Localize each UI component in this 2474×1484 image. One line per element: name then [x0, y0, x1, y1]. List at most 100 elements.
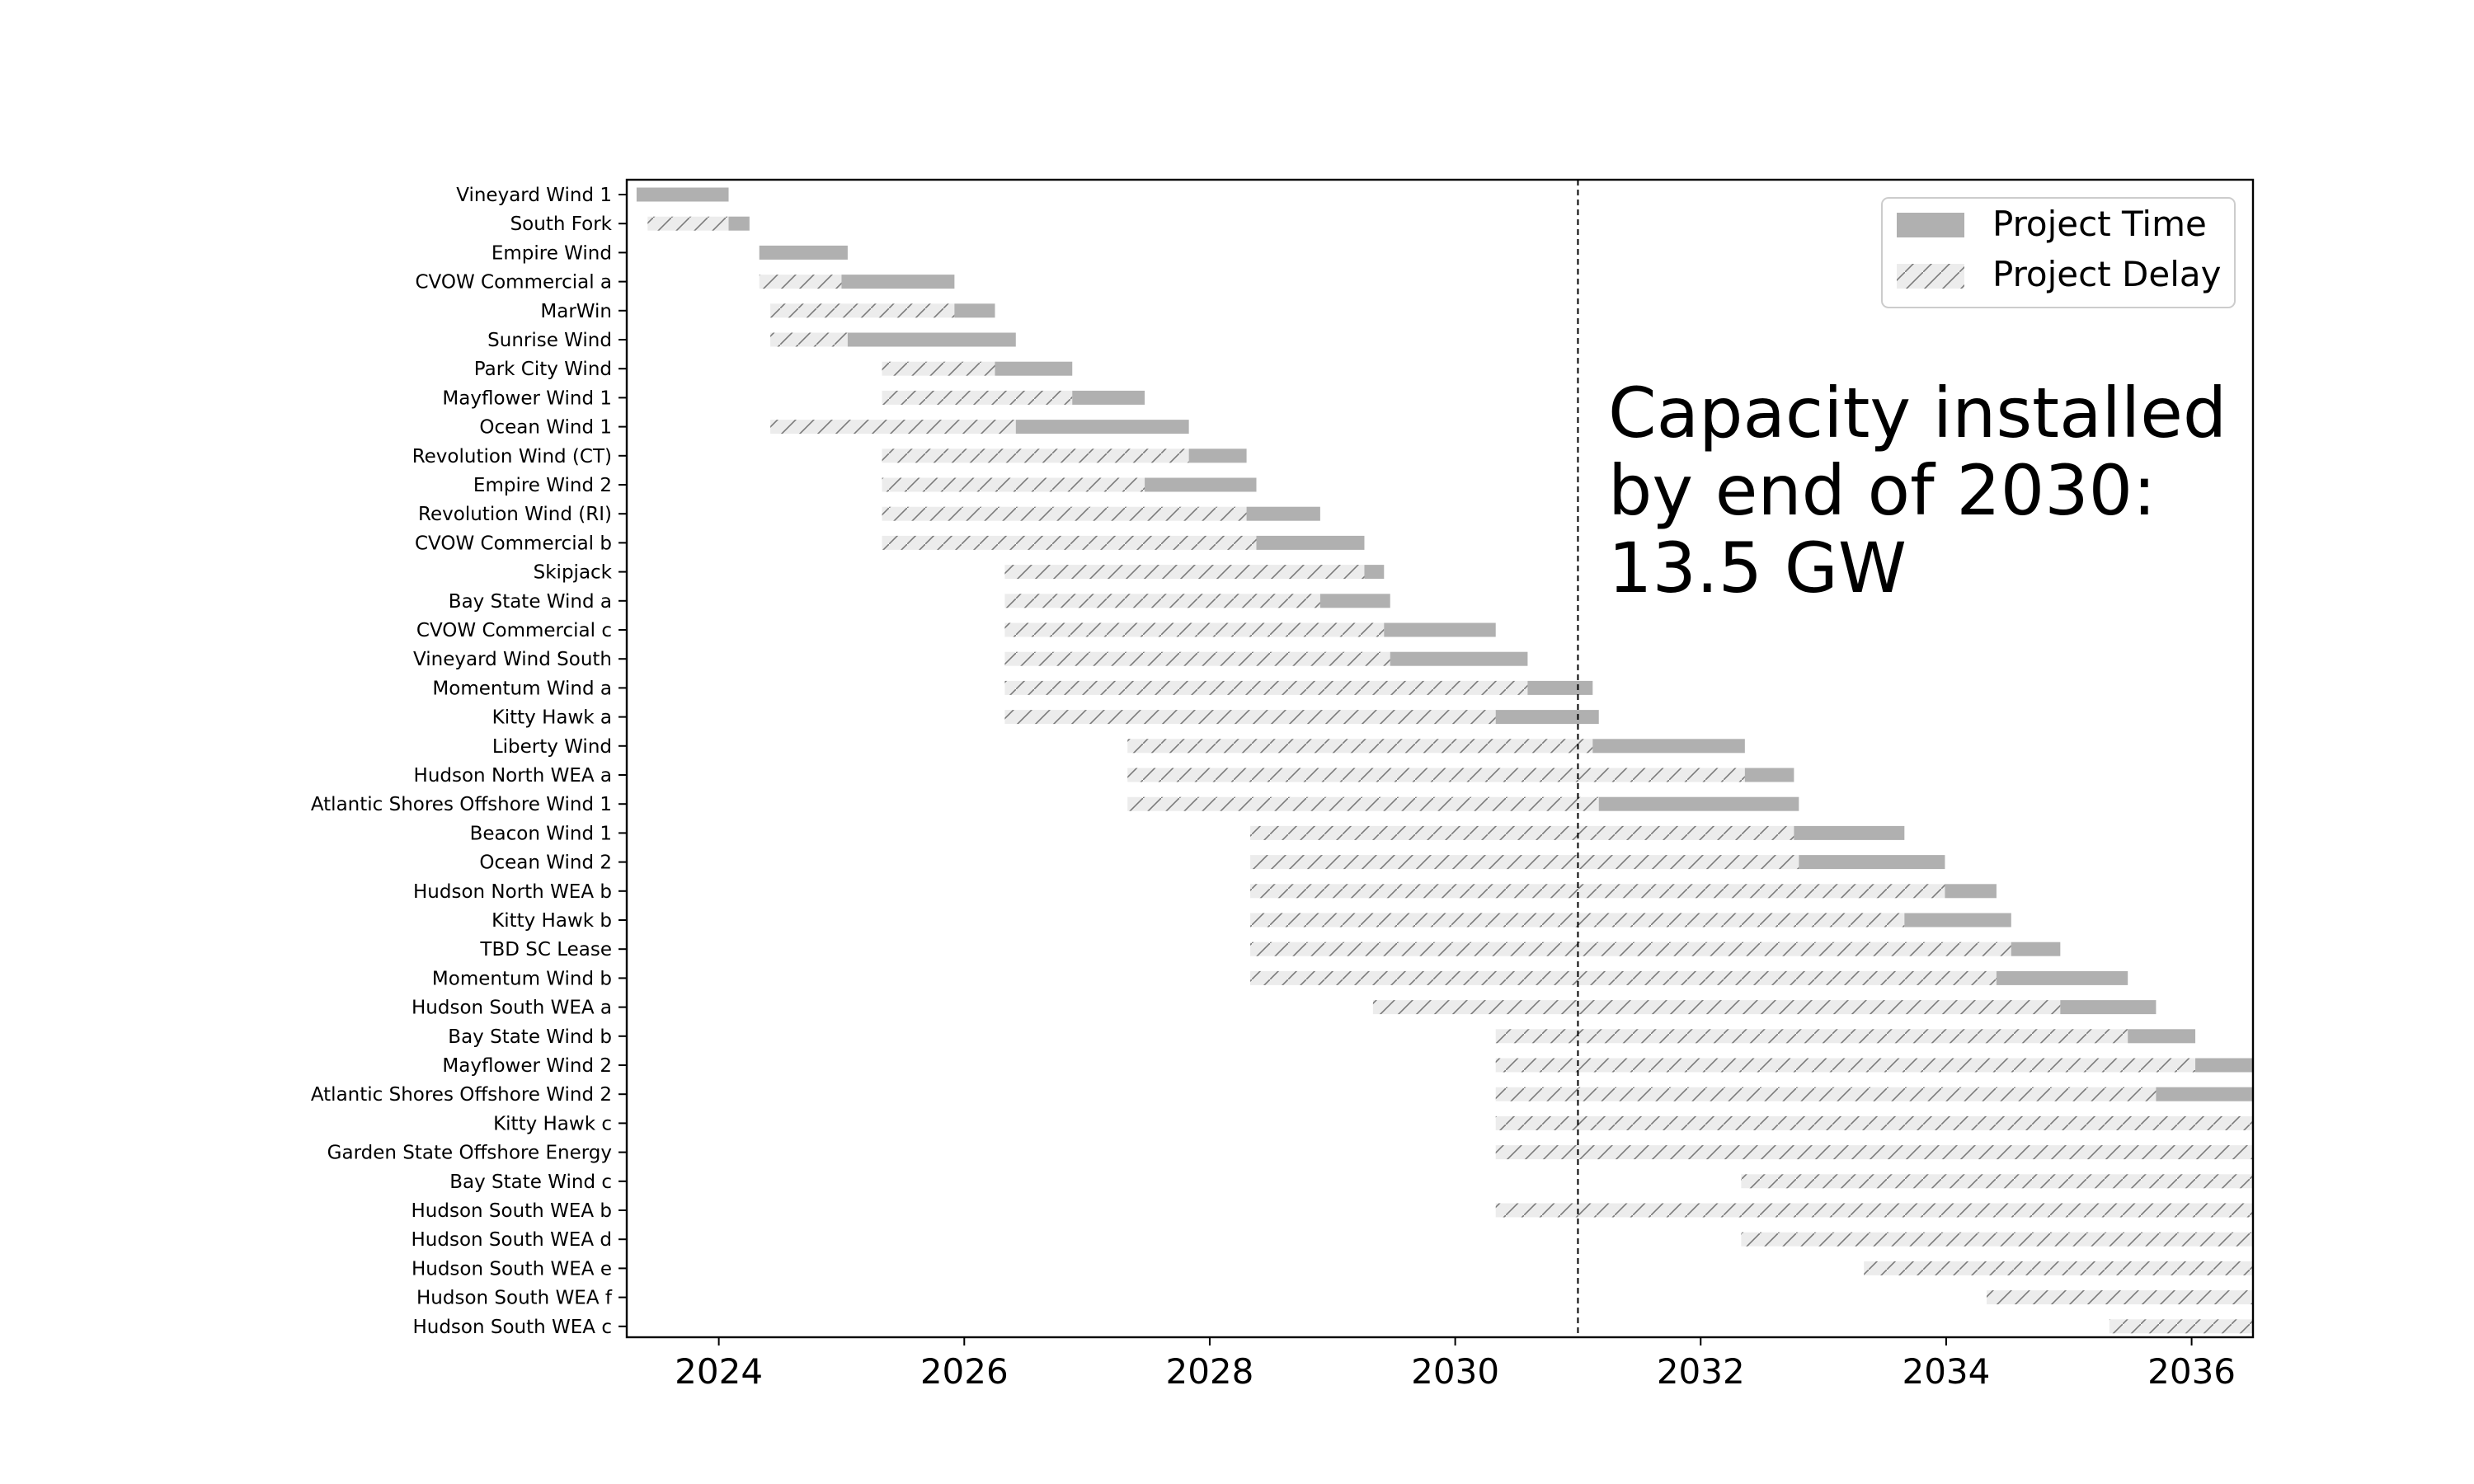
delay-bar-atlantic-shores-offshore-wind-1	[1127, 796, 1599, 811]
y-tick-label: Vineyard Wind 1	[456, 185, 612, 206]
delay-bar-kitty-hawk-b	[1250, 913, 1905, 928]
delay-bar-cvow-commercial-c	[1004, 622, 1385, 637]
y-tick-label: CVOW Commercial b	[415, 533, 612, 554]
delay-bar-mayflower-wind-1	[882, 390, 1073, 405]
delay-bar-beacon-wind-1	[1250, 825, 1794, 840]
time-bar-liberty-wind	[1592, 739, 1745, 754]
delay-bar-sunrise-wind	[770, 332, 848, 347]
x-tick-label: 2034	[1902, 1351, 1990, 1392]
delay-bar-momentum-wind-b	[1250, 970, 1997, 985]
y-tick-label: Ocean Wind 2	[479, 852, 612, 874]
y-tick-label: Hudson South WEA f	[416, 1288, 613, 1309]
y-tick-label: South Fork	[510, 214, 613, 235]
y-tick-label: Hudson South WEA d	[412, 1229, 613, 1251]
y-tick-label: Park City Wind	[474, 359, 612, 380]
time-bar-bay-state-wind-a	[1319, 594, 1390, 608]
time-bar-vineyard-wind-1	[636, 187, 729, 202]
y-tick-label: Hudson South WEA e	[412, 1258, 612, 1280]
y-tick-label: Momentum Wind b	[432, 968, 612, 989]
delay-bar-bay-state-wind-c	[1741, 1174, 2253, 1189]
delay-bar-mayflower-wind-2	[1495, 1058, 2196, 1073]
y-tick-label: Hudson South WEA b	[412, 1200, 613, 1222]
y-tick-label: Skipjack	[534, 562, 613, 584]
y-tick-label: Empire Wind 2	[473, 475, 612, 496]
x-tick-label: 2026	[920, 1351, 1009, 1392]
delay-bar-revolution-wind-ri	[882, 506, 1247, 521]
y-tick-label: CVOW Commercial a	[415, 272, 612, 294]
time-bar-momentum-wind-b	[1996, 970, 2128, 985]
time-bar-revolution-wind-ri	[1246, 506, 1320, 521]
annotation-line-2: by end of 2030:	[1608, 450, 2156, 531]
delay-bar-hudson-south-wea-a	[1372, 1000, 2061, 1015]
time-bar-hudson-north-wea-a	[1744, 768, 1794, 782]
delay-bar-garden-state-offshore-energy	[1495, 1145, 2253, 1160]
delay-bar-ocean-wind-1	[770, 420, 1016, 434]
x-tick-label: 2032	[1657, 1351, 1745, 1392]
y-tick-label: TBD SC Lease	[479, 939, 612, 960]
legend-box	[1881, 197, 2236, 308]
time-bar-revolution-wind-ct	[1188, 448, 1247, 463]
delay-bar-hudson-south-wea-c	[2109, 1319, 2253, 1334]
delay-bar-revolution-wind-ct	[882, 448, 1189, 463]
delay-bar-hudson-north-wea-a	[1127, 768, 1745, 782]
delay-bar-cvow-commercial-b	[882, 535, 1257, 550]
time-bar-tbd-sc-lease	[2011, 942, 2061, 956]
y-tick-label: Liberty Wind	[492, 736, 612, 758]
delay-bar-vineyard-wind-south	[1004, 651, 1390, 666]
y-tick-label: Kitty Hawk b	[492, 910, 612, 932]
x-tick-label: 2024	[675, 1351, 763, 1392]
y-tick-label: Bay State Wind a	[449, 591, 612, 613]
delay-bar-cvow-commercial-a	[759, 275, 842, 289]
annotation-line-3: 13.5 GW	[1608, 528, 1907, 608]
delay-bar-bay-state-wind-a	[1004, 594, 1320, 608]
y-tick-label: Atlantic Shores Offshore Wind 1	[311, 794, 612, 815]
delay-bar-momentum-wind-a	[1004, 680, 1528, 695]
delay-bar-hudson-south-wea-b	[1495, 1203, 2253, 1218]
delay-bar-skipjack	[1004, 565, 1365, 580]
bars-layer	[636, 187, 2253, 1334]
time-bar-park-city-wind	[995, 361, 1073, 376]
time-bar-kitty-hawk-b	[1904, 913, 2011, 928]
legend-label-delay: Project Delay	[1992, 254, 2222, 294]
y-axis: Vineyard Wind 1 South Fork Empire Wind CVOW…	[311, 185, 627, 1338]
annotation-line-1: Capacity installed	[1608, 373, 2227, 453]
y-tick-label: CVOW Commercial c	[416, 620, 612, 641]
y-tick-label: Mayflower Wind 2	[442, 1055, 612, 1077]
time-bar-cvow-commercial-a	[841, 275, 955, 289]
time-bar-bay-state-wind-b	[2128, 1029, 2196, 1044]
time-bar-ocean-wind-1	[1015, 420, 1189, 434]
time-bar-vineyard-wind-south	[1390, 651, 1528, 666]
legend-swatch-delay	[1897, 264, 1964, 289]
time-bar-cvow-commercial-b	[1256, 535, 1365, 550]
legend: Project Time Project Delay	[1881, 197, 2236, 308]
y-tick-label: Hudson South WEA a	[412, 998, 612, 1019]
delay-bar-park-city-wind	[882, 361, 995, 376]
y-tick-label: Beacon Wind 1	[470, 823, 612, 844]
y-tick-label: Bay State Wind c	[449, 1172, 612, 1193]
y-tick-label: Mayflower Wind 1	[442, 387, 612, 409]
time-bar-hudson-south-wea-a	[2060, 1000, 2157, 1015]
y-tick-label: Empire Wind	[492, 242, 612, 264]
plot-frame	[625, 178, 2255, 1339]
y-tick-label: MarWin	[540, 301, 612, 322]
y-tick-label: Garden State Offshore Energy	[327, 1143, 612, 1164]
y-tick-label: Kitty Hawk a	[492, 707, 612, 729]
x-tick-label: 2028	[1165, 1351, 1253, 1392]
delay-bar-south-fork	[647, 216, 729, 231]
time-bar-south-fork	[728, 216, 750, 231]
time-bar-sunrise-wind	[847, 332, 1016, 347]
time-bar-ocean-wind-2	[1799, 855, 1945, 870]
y-tick-label: Vineyard Wind South	[413, 649, 612, 670]
delay-bar-atlantic-shores-offshore-wind-2	[1495, 1087, 2157, 1101]
delay-bar-ocean-wind-2	[1250, 855, 1799, 870]
time-bar-skipjack	[1364, 565, 1385, 580]
y-tick-label: Hudson South WEA c	[412, 1317, 612, 1338]
y-tick-label: Revolution Wind (RI)	[418, 504, 612, 525]
delay-bar-tbd-sc-lease	[1250, 942, 2011, 956]
delay-bar-hudson-north-wea-b	[1250, 884, 1945, 899]
time-bar-mayflower-wind-1	[1072, 390, 1145, 405]
y-tick-label: Hudson North WEA a	[414, 765, 612, 787]
time-bar-empire-wind-2	[1145, 477, 1257, 492]
y-tick-label: Revolution Wind (CT)	[412, 446, 612, 467]
